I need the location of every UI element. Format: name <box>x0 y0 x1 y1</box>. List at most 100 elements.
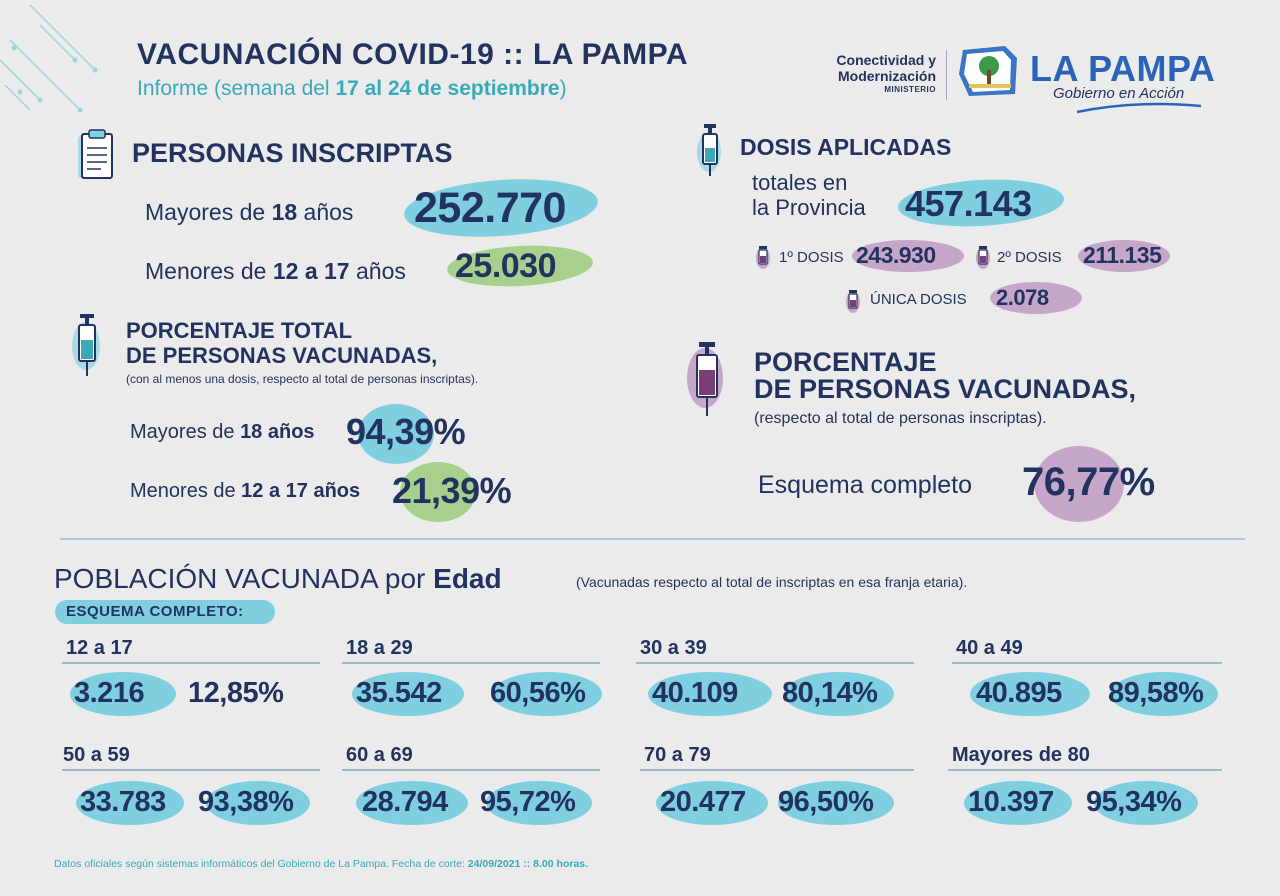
syringe-icon-total <box>72 314 100 376</box>
porcentaje-minors-age: 12 a 17 años <box>241 480 361 502</box>
logo-swoosh <box>1076 102 1202 114</box>
age-percent-blob <box>778 781 894 825</box>
esquema-badge: ESQUEMA COMPLETO: <box>66 603 244 620</box>
porcentaje-adults-blob <box>358 404 434 464</box>
porcentaje-adults-label: Mayores de 18 años <box>130 421 315 444</box>
poblacion-title: POBLACIÓN VACUNADA por Edad <box>54 563 502 595</box>
adults-suffix: años <box>297 199 354 225</box>
subtitle-prefix: Informe (semana del <box>137 77 336 100</box>
age-range-label: 40 a 49 <box>956 637 1023 659</box>
age-divider <box>640 769 914 771</box>
porcentaje-completo-value: 76,77% <box>1022 460 1155 504</box>
age-range-label: Mayores de 80 <box>952 744 1090 766</box>
logo-divider <box>946 50 947 100</box>
age-range-label: 12 a 17 <box>66 637 133 659</box>
age-percent-value: 95,34% <box>1086 786 1182 818</box>
porcentaje-total-note: (con al menos una dosis, respecto al tot… <box>126 372 479 386</box>
age-percent-value: 80,14% <box>782 677 878 709</box>
porcentaje-minors-prefix: Menores de <box>130 480 242 502</box>
page-subtitle: Informe (semana del 17 al 24 de septiemb… <box>137 77 567 101</box>
poblacion-note: (Vacunadas respecto al total de inscript… <box>576 574 968 590</box>
age-percent-blob <box>492 672 602 716</box>
porcentaje-adults-prefix: Mayores de <box>130 421 241 443</box>
porcentaje-adults-value: 94,39% <box>346 411 466 452</box>
inscriptas-minors-label: Menores de 12 a 17 años <box>145 258 406 285</box>
badge-background <box>55 600 275 624</box>
section-divider <box>60 538 1245 540</box>
dosis-first-label: 1º DOSIS <box>779 249 844 266</box>
age-percent-blob <box>784 672 894 716</box>
porcentaje-adults-age: 18 años <box>240 421 315 443</box>
age-divider <box>342 662 600 664</box>
age-range-label: 70 a 79 <box>644 744 711 766</box>
vial-icon-second <box>976 246 990 269</box>
footer-note: Datos oficiales según sistemas informáti… <box>54 858 588 870</box>
poblacion-title-prefix: POBLACIÓN VACUNADA por <box>54 563 434 594</box>
porcentaje-completo-title-line1: PORCENTAJE <box>754 347 937 377</box>
ministry-logo-text: Conectividad y Modernización MINISTERIO <box>800 52 936 96</box>
porcentaje-minors-value: 21,39% <box>392 470 512 511</box>
age-count-blob <box>656 781 768 825</box>
porcentaje-completo-title-line2: DE PERSONAS VACUNADAS, <box>754 374 1137 404</box>
footer-text: Datos oficiales según sistemas informáti… <box>54 858 468 870</box>
circuit-decoration <box>0 4 98 113</box>
age-count-value: 3.216 <box>74 677 145 709</box>
clipboard-icon <box>78 129 113 179</box>
age-count-blob <box>76 781 184 825</box>
porcentaje-total-title-line1: PORCENTAJE TOTAL <box>126 318 353 343</box>
dosis-second-label: 2º DOSIS <box>997 249 1062 266</box>
inscriptas-minors-value: 25.030 <box>455 247 557 285</box>
dosis-totals-line1: totales en <box>752 170 848 195</box>
minors-suffix: años <box>349 258 406 284</box>
age-count-value: 33.783 <box>80 786 166 818</box>
age-count-blob <box>964 781 1072 825</box>
age-range-label: 18 a 29 <box>346 637 413 659</box>
age-count-value: 40.895 <box>976 677 1062 709</box>
minors-age: 12 a 17 <box>272 258 350 284</box>
page-title: VACUNACIÓN COVID-19 :: LA PAMPA <box>137 38 689 71</box>
dosis-total-value: 457.143 <box>905 183 1032 224</box>
inscriptas-title: PERSONAS INSCRIPTAS <box>132 138 453 168</box>
porcentaje-minors-label: Menores de 12 a 17 años <box>130 480 360 503</box>
dosis-second-blob <box>1078 240 1170 272</box>
porcentaje-completo-blob <box>1034 446 1124 522</box>
adults-prefix: Mayores de <box>145 199 272 225</box>
dosis-single-label: ÚNICA DOSIS <box>870 291 967 308</box>
age-divider <box>636 662 914 664</box>
age-percent-value: 12,85% <box>188 677 284 709</box>
age-range-label: 30 a 39 <box>640 637 707 659</box>
inscriptas-adults-value: 252.770 <box>414 184 566 232</box>
vial-icon-first <box>756 246 770 269</box>
age-count-blob <box>648 672 772 716</box>
age-percent-blob <box>486 781 592 825</box>
age-percent-value: 96,50% <box>778 786 874 818</box>
age-divider <box>342 769 600 771</box>
dosis-title: DOSIS APLICADAS <box>740 134 952 160</box>
age-count-blob <box>970 672 1090 716</box>
subtitle-dates: 17 al 24 de septiembre <box>335 77 560 100</box>
logo-tagline: Gobierno en Acción <box>1053 85 1185 102</box>
ministry-line2: Modernización <box>837 68 936 84</box>
age-percent-blob <box>1094 781 1198 825</box>
age-divider <box>62 662 320 664</box>
age-percent-blob <box>1110 672 1218 716</box>
dosis-first-blob <box>852 240 964 272</box>
dosis-totals-line2: la Provincia <box>752 195 866 220</box>
age-percent-blob <box>206 781 310 825</box>
age-count-value: 20.477 <box>660 786 746 818</box>
syringe-icon-complete <box>687 342 723 416</box>
age-count-blob <box>352 672 464 716</box>
dosis-single-value: 2.078 <box>996 285 1049 310</box>
age-divider <box>62 769 320 771</box>
dosis-single-blob <box>990 282 1082 314</box>
logo-name: LA PAMPA <box>1030 48 1216 89</box>
vial-icon-single <box>846 290 860 313</box>
footer-date: 24/09/2021 :: 8.00 horas. <box>467 858 589 870</box>
porcentaje-completo-label: Esquema completo <box>758 471 973 499</box>
age-percent-value: 60,56% <box>490 677 586 709</box>
porcentaje-completo-note: (respecto al total de personas inscripta… <box>754 410 1047 427</box>
age-divider <box>952 662 1222 664</box>
age-count-value: 35.542 <box>356 677 442 709</box>
age-count-value: 28.794 <box>362 786 448 818</box>
age-range-label: 50 a 59 <box>63 744 130 766</box>
